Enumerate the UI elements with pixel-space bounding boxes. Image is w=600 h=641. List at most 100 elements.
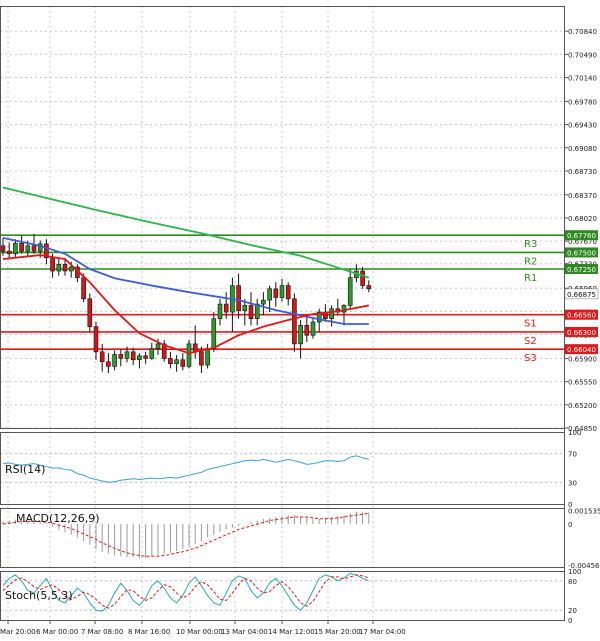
macd-tick-label: 0 bbox=[568, 521, 572, 529]
level-name-s1: S1 bbox=[524, 319, 537, 330]
macd-signal-line bbox=[2, 512, 369, 557]
moving-average-line bbox=[2, 186, 370, 279]
time-tick-label: 10 Mar 00:00 bbox=[176, 628, 223, 636]
candle-bullish bbox=[112, 354, 117, 367]
candle-bullish bbox=[149, 348, 155, 359]
candle-bearish bbox=[292, 298, 297, 345]
macd-tick-label: 0.001535 bbox=[568, 507, 600, 515]
price-tick-label: 0.65900 bbox=[568, 355, 597, 363]
macd-tick-label: -0.004565 bbox=[568, 562, 600, 570]
rsi-line bbox=[2, 455, 369, 483]
time-tick-label: Mar 20:00 bbox=[0, 628, 36, 636]
price-tick-label: 0.69780 bbox=[568, 98, 597, 106]
candle-bullish bbox=[316, 311, 322, 323]
candle-bullish bbox=[254, 303, 260, 319]
candle-bearish bbox=[93, 326, 99, 353]
stoch-tick-label: 100 bbox=[568, 568, 581, 576]
level-tag-label: 0.66560 bbox=[567, 312, 596, 320]
candle-bullish bbox=[329, 308, 334, 319]
level-tag-label: 0.66040 bbox=[567, 346, 596, 354]
candle-bullish bbox=[267, 288, 272, 301]
candle-bullish bbox=[205, 348, 210, 366]
time-tick-label: 15 Mar 20:00 bbox=[314, 628, 361, 636]
candle-bearish bbox=[285, 285, 291, 300]
level-name-r3: R3 bbox=[524, 239, 537, 250]
price-tick-label: 0.69080 bbox=[568, 145, 597, 153]
level-tags: 0.67760 0.67500 0.67250 0.66560 0.66300 0.660… bbox=[564, 230, 599, 355]
current-price-tag bbox=[564, 288, 599, 300]
level-tag-r3 bbox=[565, 230, 598, 241]
candle-bearish bbox=[6, 250, 12, 255]
candle-bearish bbox=[19, 242, 24, 252]
price-tick-label: 0.64850 bbox=[568, 425, 597, 433]
candle-bearish bbox=[50, 257, 55, 272]
level-tag-label: 0.67250 bbox=[567, 266, 596, 274]
candle-bullish bbox=[217, 303, 223, 319]
level-name-r2: R2 bbox=[524, 256, 537, 267]
candle-bearish bbox=[366, 285, 372, 290]
indicator-labels: RSI(14) MACD(12,26,9) Stoch(5,5,3) bbox=[5, 463, 100, 602]
candle-bullish bbox=[186, 343, 192, 367]
candle-bearish bbox=[118, 354, 124, 359]
candle-bearish bbox=[143, 355, 148, 359]
candle-bullish bbox=[298, 325, 303, 345]
candle-bearish bbox=[130, 351, 136, 361]
price-tick-label: 0.65550 bbox=[568, 379, 597, 387]
stoch-label: Stoch(5,5,3) bbox=[5, 589, 73, 602]
level-tag-r1 bbox=[565, 264, 598, 275]
time-tick-label: 17 Mar 04:00 bbox=[359, 628, 406, 636]
candle-bearish bbox=[304, 325, 310, 336]
price-tick-label: 0.68730 bbox=[568, 168, 597, 176]
candle-bearish bbox=[99, 351, 105, 363]
price-tick-label: 0.68020 bbox=[568, 215, 597, 223]
price-tick-label: 0.70140 bbox=[568, 75, 597, 83]
level-tag-s3 bbox=[565, 344, 598, 355]
macd-label: MACD(12,26,9) bbox=[16, 512, 100, 525]
axis-background bbox=[565, 0, 600, 641]
rsi-tick-label: 70 bbox=[568, 451, 577, 459]
level-tag-label: 0.66300 bbox=[567, 329, 596, 337]
candle-bullish bbox=[155, 343, 161, 349]
time-tick-label: 8 Mar 16:00 bbox=[128, 628, 170, 636]
moving-average-line bbox=[2, 254, 369, 355]
candle-bearish bbox=[273, 288, 279, 298]
price-tick-label: 0.68370 bbox=[568, 192, 597, 200]
rsi-tick-label: 0 bbox=[568, 501, 572, 509]
time-tick-label: 7 Mar 08:00 bbox=[81, 628, 123, 636]
moving-averages bbox=[2, 186, 370, 355]
candle-bearish bbox=[360, 270, 365, 286]
candle-bearish bbox=[31, 245, 37, 252]
candle-bearish bbox=[0, 245, 6, 252]
candle-bearish bbox=[180, 359, 186, 367]
candle-bearish bbox=[44, 243, 49, 259]
candle-bullish bbox=[310, 321, 316, 336]
stoch-tick-label: 20 bbox=[568, 607, 577, 615]
time-axis: Mar 20:00 6 Mar 00:00 7 Mar 08:00 8 Mar 16:… bbox=[0, 620, 406, 636]
candle-bullish bbox=[68, 266, 74, 272]
level-name-s2: S2 bbox=[524, 336, 537, 347]
candle-bullish bbox=[261, 299, 266, 305]
candle-bearish bbox=[62, 264, 68, 272]
candle-bearish bbox=[236, 285, 241, 312]
candle-bearish bbox=[223, 303, 229, 313]
level-tag-s2 bbox=[565, 326, 598, 337]
candle-bullish bbox=[25, 245, 31, 252]
price-tick-label: 0.70840 bbox=[568, 28, 597, 36]
candle-bullish bbox=[124, 351, 130, 359]
candle-bearish bbox=[106, 361, 111, 367]
indicator-panels bbox=[0, 453, 564, 612]
rsi-tick-label: 100 bbox=[568, 429, 581, 437]
candle-bearish bbox=[248, 305, 254, 319]
level-tag-s1 bbox=[565, 309, 598, 320]
candle-bullish bbox=[13, 242, 18, 255]
candle-bullish bbox=[347, 277, 353, 306]
stoch-main-line bbox=[2, 572, 369, 612]
level-name-s3: S3 bbox=[524, 353, 537, 364]
candle-bearish bbox=[87, 298, 93, 327]
candle-bearish bbox=[168, 358, 173, 365]
time-tick-label: 14 Mar 12:00 bbox=[268, 628, 315, 636]
candle-bullish bbox=[341, 305, 347, 313]
